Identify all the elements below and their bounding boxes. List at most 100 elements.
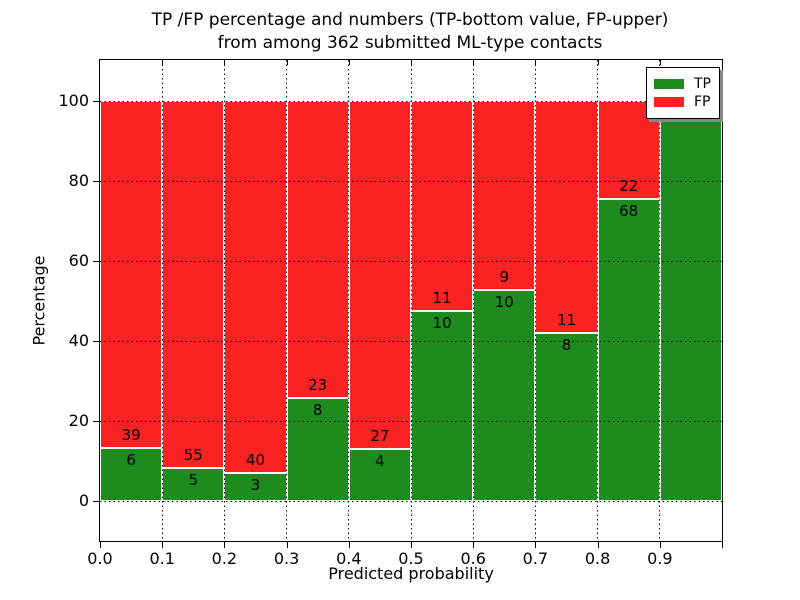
gridline-vertical bbox=[161, 60, 163, 541]
gridline-horizontal bbox=[100, 501, 722, 502]
x-tick-label: 0.1 bbox=[149, 549, 175, 568]
plot-area: Percentage Predicted probability TP FP 3… bbox=[30, 59, 723, 583]
bar-segment-fp bbox=[286, 101, 349, 398]
bar-count-label-fp: 22 bbox=[619, 176, 639, 195]
bar-count-label-tp: 5 bbox=[188, 470, 199, 489]
x-tick-label: 0.2 bbox=[211, 549, 238, 568]
y-tick-label: 100 bbox=[58, 91, 89, 110]
y-tick-label: 80 bbox=[68, 171, 89, 190]
y-tick bbox=[93, 421, 100, 422]
bar-count-label-tp: 10 bbox=[432, 313, 452, 332]
x-tick bbox=[535, 541, 537, 548]
chart-title-line2: from among 362 submitted ML-type contact… bbox=[217, 33, 603, 53]
bar-segment-fp bbox=[473, 101, 536, 291]
x-tick-top bbox=[597, 60, 599, 65]
x-tick-top bbox=[224, 60, 226, 65]
bar-count-label-fp: 11 bbox=[556, 310, 577, 329]
bar-segment-tp bbox=[659, 101, 722, 501]
x-tick bbox=[473, 541, 475, 548]
bar-count-label-fp: 40 bbox=[245, 451, 266, 470]
bar-segment-fp bbox=[100, 101, 163, 448]
x-tick bbox=[348, 541, 350, 548]
bar-count-label-tp: 10 bbox=[494, 293, 514, 312]
bar-segment-fp bbox=[224, 101, 287, 474]
bar-segment-tp bbox=[597, 198, 660, 501]
bar-count-label-fp: 11 bbox=[432, 288, 452, 307]
y-tick bbox=[93, 181, 100, 182]
gridline-horizontal bbox=[100, 261, 722, 262]
bar-segment-fp bbox=[348, 101, 411, 450]
gridline-vertical bbox=[597, 60, 599, 541]
gridline-horizontal bbox=[100, 341, 722, 342]
bar-segment-tp bbox=[224, 473, 287, 501]
bar-count-label-tp: 8 bbox=[561, 335, 572, 354]
y-tick-label: 20 bbox=[68, 411, 89, 430]
x-tick-label: 0.0 bbox=[87, 549, 113, 568]
bar-count-label-fp: 27 bbox=[370, 427, 390, 446]
bar-count-label-fp: 23 bbox=[308, 375, 328, 394]
legend-swatch-fp bbox=[654, 97, 684, 107]
x-tick-label: 0.6 bbox=[460, 549, 486, 568]
bar-segment-fp bbox=[411, 101, 474, 311]
bar-segment-fp bbox=[162, 101, 225, 468]
bar-count-label-fp: 55 bbox=[183, 445, 203, 464]
y-tick bbox=[93, 501, 100, 502]
x-tick-label: 0.4 bbox=[336, 549, 362, 568]
x-tick-top bbox=[659, 60, 661, 65]
x-tick bbox=[411, 541, 412, 548]
gridline-vertical bbox=[410, 60, 412, 541]
x-tick bbox=[224, 541, 226, 548]
legend: TP FP bbox=[646, 67, 720, 119]
bar-segment-tp bbox=[286, 397, 349, 501]
bar-count-label-tp: 4 bbox=[375, 452, 385, 471]
x-tick-top bbox=[473, 60, 475, 65]
bar-segment-tp bbox=[100, 447, 163, 501]
x-tick-label: 0.7 bbox=[522, 549, 549, 568]
x-axis-label: Predicted probability bbox=[328, 564, 494, 583]
bar-segment-fp bbox=[535, 101, 598, 333]
bar-count-label-tp: 6 bbox=[126, 450, 136, 469]
x-tick-top bbox=[286, 60, 288, 65]
gridline-vertical bbox=[659, 60, 661, 541]
x-tick-label: 0.3 bbox=[273, 549, 300, 568]
bar-segment-tp bbox=[473, 290, 536, 501]
gridline-horizontal bbox=[100, 181, 722, 182]
x-tick-top bbox=[411, 60, 412, 65]
gridline-horizontal bbox=[100, 101, 722, 102]
gridline-vertical bbox=[223, 60, 225, 541]
gridline-horizontal bbox=[100, 421, 722, 422]
legend-label-tp: TP bbox=[694, 76, 711, 92]
y-axis-label-wrap: Percentage bbox=[28, 60, 50, 541]
bar-count-label-fp: 9 bbox=[499, 268, 510, 287]
bar-segment-tp bbox=[162, 467, 225, 501]
gridline-vertical bbox=[534, 60, 536, 541]
x-tick-label: 0.8 bbox=[584, 549, 611, 568]
x-tick-top bbox=[348, 60, 350, 65]
legend-label-fp: FP bbox=[694, 94, 711, 110]
x-tick-top bbox=[535, 60, 537, 65]
y-tick-label: 60 bbox=[68, 251, 89, 270]
x-tick-top bbox=[162, 60, 164, 65]
bar-segment-tp bbox=[535, 332, 598, 501]
gridline-vertical bbox=[348, 60, 350, 541]
bar-segment-tp bbox=[348, 449, 411, 501]
y-tick bbox=[93, 101, 100, 102]
y-tick bbox=[93, 261, 100, 262]
gridline-vertical bbox=[286, 60, 288, 541]
x-tick bbox=[659, 541, 661, 548]
x-tick bbox=[722, 541, 723, 548]
x-tick-label: 0.9 bbox=[647, 549, 673, 568]
bar-count-label-tp: 8 bbox=[312, 400, 323, 419]
x-tick bbox=[162, 541, 164, 548]
x-tick bbox=[597, 541, 599, 548]
chart-title-line1: TP /FP percentage and numbers (TP-bottom… bbox=[151, 10, 669, 30]
legend-item-tp: TP bbox=[654, 76, 711, 92]
bar-segment-tp bbox=[411, 310, 474, 501]
bar-count-label-tp: 3 bbox=[250, 476, 261, 495]
y-tick-label: 40 bbox=[68, 331, 89, 350]
y-tick bbox=[93, 341, 100, 342]
y-tick-label: 0 bbox=[78, 491, 89, 510]
bar-count-label-fp: 39 bbox=[121, 425, 141, 444]
legend-swatch-tp bbox=[654, 79, 684, 89]
